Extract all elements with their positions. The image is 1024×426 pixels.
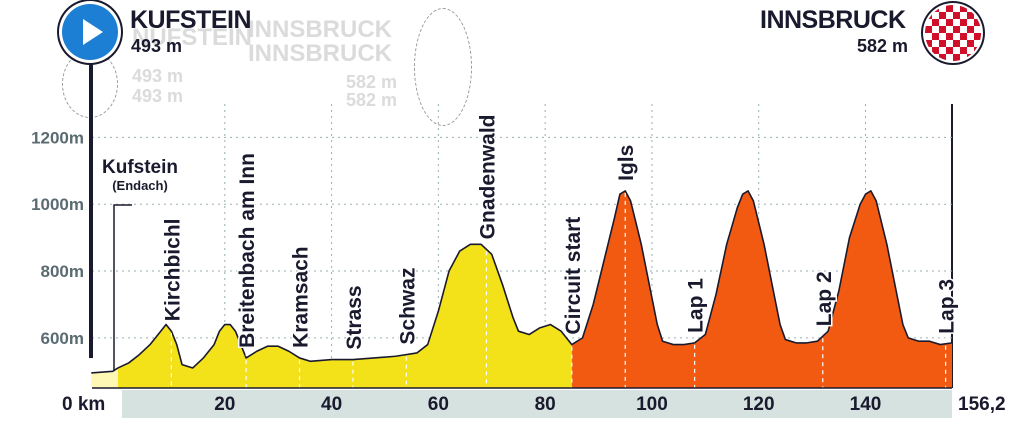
start-note-connector	[113, 204, 132, 372]
x-tick-label: 120	[743, 394, 775, 415]
place-label: Lap 3	[936, 279, 959, 334]
y-tick-label: 1200m	[31, 128, 84, 147]
place-label: Breitenbach am Inn	[236, 153, 259, 348]
x-tick-label: 20	[214, 394, 235, 415]
start-note-detail: (Endach)	[112, 178, 168, 193]
ghost-finish-elevation: 582 m	[346, 72, 398, 92]
profile-area-segment-1	[118, 244, 572, 388]
start-town-elevation: 493 m	[131, 36, 183, 56]
x-tick-label: 100	[636, 394, 668, 415]
start-town-name: KUFSTEIN	[130, 6, 252, 34]
place-label: Kramsach	[290, 246, 313, 348]
y-tick-label: 800m	[41, 262, 84, 281]
place-label: Lap 2	[813, 271, 836, 326]
x-tick-label: 80	[535, 394, 556, 415]
profile-outline	[91, 190, 953, 374]
start-note-name: Kufstein	[102, 157, 178, 178]
play-icon	[62, 4, 118, 60]
checkered-flag-icon	[925, 5, 981, 61]
x-tick-label: 40	[321, 394, 342, 415]
ghost-oval-right	[414, 8, 472, 126]
ghost-finish-elevation-2: 582 m	[346, 90, 398, 110]
profile-area-segment-2	[571, 190, 952, 388]
x-tick-label: 0 km	[62, 394, 105, 415]
place-label: Lap 1	[685, 278, 708, 333]
place-label: Kirchbichl	[161, 219, 184, 322]
ghost-start-elevation: 493 m	[132, 66, 184, 86]
ghost-finish-name: INNSBRUCK	[248, 16, 392, 43]
start-pole	[89, 60, 93, 358]
ghost-start-name: NUFSTEIN	[132, 24, 252, 51]
x-tick-label: 60	[428, 394, 449, 415]
place-label: Igls	[615, 145, 638, 181]
y-tick-label: 1000m	[31, 195, 84, 214]
finish-town-name: INNSBRUCK	[760, 6, 906, 34]
ghost-finish-name-2: INNSBRUCK	[248, 40, 392, 67]
place-label: Circuit start	[562, 217, 585, 335]
place-label: Gnadenwald	[476, 114, 499, 239]
ghost-start-elevation-2: 493 m	[132, 86, 184, 106]
place-label: Schwaz	[396, 268, 419, 345]
place-label: Strass	[343, 285, 366, 349]
x-axis-band	[122, 390, 952, 418]
finish-town-elevation: 582 m	[857, 36, 909, 56]
x-tick-label: 156,2	[958, 394, 1006, 415]
y-tick-label: 600m	[41, 329, 84, 348]
x-tick-label: 140	[850, 394, 882, 415]
